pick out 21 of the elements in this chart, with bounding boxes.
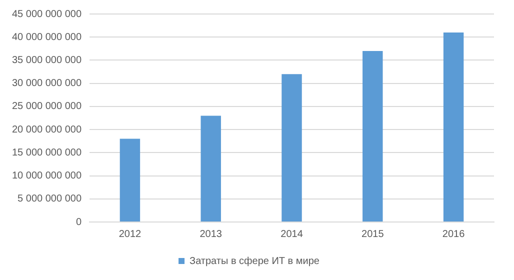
x-tick-label: 2012 <box>118 228 142 240</box>
x-tick-label: 2014 <box>280 228 304 240</box>
x-tick-label: 2013 <box>200 228 222 240</box>
y-tick-label: 5 000 000 000 <box>18 194 82 205</box>
y-tick-label: 35 000 000 000 <box>12 54 82 66</box>
y-tick-label: 30 000 000 000 <box>12 78 82 90</box>
y-tick-label: 40 000 000 000 <box>12 32 82 43</box>
x-tick-label: 2016 <box>442 228 466 240</box>
y-tick-label: 45 000 000 000 <box>12 8 82 20</box>
y-tick-label: 25 000 000 000 <box>12 101 82 112</box>
y-tick-label: 15 000 000 000 <box>12 147 82 158</box>
y-tick-label: 20 000 000 000 <box>12 124 82 136</box>
bar <box>282 74 302 222</box>
y-tick-label: 0 <box>76 216 82 228</box>
bar <box>120 138 140 222</box>
x-tick-label: 2015 <box>362 228 384 240</box>
y-tick-label: 10 000 000 000 <box>12 170 82 182</box>
bar <box>200 116 221 222</box>
legend-label: Затраты в сфере ИТ в мире <box>190 256 320 267</box>
bar <box>443 32 464 222</box>
bar <box>362 50 383 222</box>
